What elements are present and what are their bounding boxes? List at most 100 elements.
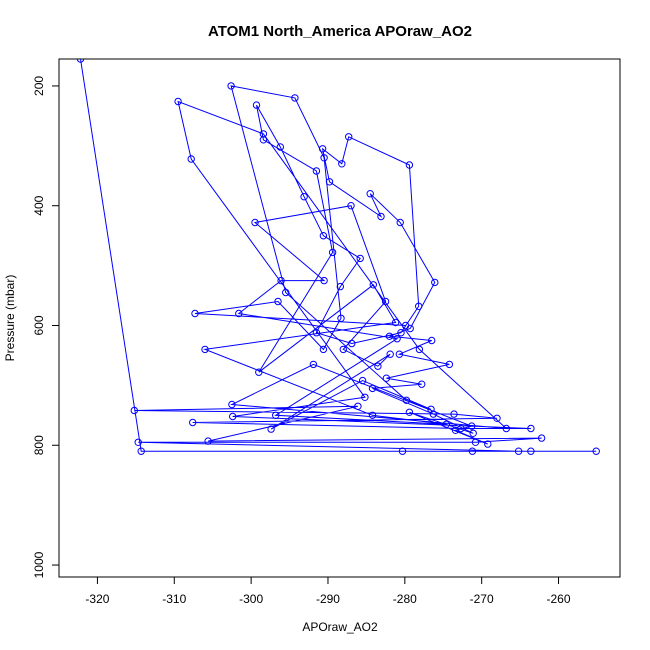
data-point	[338, 160, 346, 168]
data-point	[229, 412, 237, 421]
data-point	[391, 318, 400, 327]
x-axis-label: APOraw_AO2	[302, 620, 378, 634]
y-axis-label: Pressure (mbar)	[3, 275, 17, 362]
data-point	[385, 332, 394, 340]
data-point	[300, 193, 308, 201]
data-point	[418, 380, 426, 388]
data-point	[415, 345, 424, 354]
data-point	[382, 374, 391, 382]
data-point	[374, 362, 382, 370]
data-point	[401, 321, 410, 330]
data-point	[348, 339, 356, 348]
data-point	[320, 154, 328, 162]
x-tick-label: -280	[393, 592, 417, 606]
y-tick-label: 1000	[32, 551, 46, 578]
data-point	[468, 422, 476, 430]
data-point	[201, 345, 209, 354]
data-point	[450, 410, 458, 418]
data-point	[537, 434, 546, 442]
data-point	[431, 278, 439, 287]
y-axis: 200 400 600 800 1000	[32, 76, 59, 578]
data-point	[502, 424, 510, 433]
data-point	[386, 350, 394, 358]
data-point	[369, 281, 377, 289]
data-point	[277, 276, 285, 285]
data-point	[272, 411, 280, 419]
data-point	[484, 440, 492, 448]
data-point	[227, 82, 235, 90]
data-point	[130, 406, 139, 415]
data-point	[274, 297, 282, 306]
data-point	[368, 384, 377, 393]
y-tick-label: 800	[32, 435, 46, 455]
data-point	[442, 420, 450, 428]
data-point	[276, 143, 284, 151]
data-point	[415, 302, 423, 310]
data-point	[469, 429, 477, 437]
data-point	[356, 254, 364, 263]
data-point	[291, 94, 299, 102]
data-point	[189, 418, 197, 427]
data-point	[318, 145, 327, 153]
data-point	[471, 438, 480, 446]
data-point	[328, 248, 337, 257]
data-point	[527, 424, 535, 433]
data-point	[427, 405, 435, 413]
data-point	[345, 133, 353, 141]
data-point	[493, 414, 501, 422]
data-point	[451, 426, 460, 434]
data-point	[309, 360, 318, 369]
x-tick-label: -270	[470, 592, 494, 606]
data-point	[428, 336, 436, 345]
data-point	[354, 402, 362, 410]
data-point	[255, 368, 263, 376]
series-line	[80, 59, 597, 452]
data-point	[259, 136, 268, 144]
data-point	[358, 376, 367, 385]
data-point	[252, 101, 261, 109]
data-point	[381, 297, 390, 306]
data-point	[339, 345, 347, 354]
data-point	[137, 447, 145, 455]
series-0	[76, 59, 600, 455]
data-point	[405, 161, 414, 169]
data-point	[393, 335, 401, 343]
data-point	[325, 178, 334, 186]
data-point	[191, 309, 199, 318]
data-point	[235, 309, 243, 318]
x-tick-label: -290	[316, 592, 340, 606]
data-point	[429, 410, 437, 418]
x-tick-label: -310	[162, 592, 186, 606]
data-point	[405, 408, 414, 416]
data-point	[445, 360, 454, 369]
data-point	[527, 447, 535, 455]
data-point	[76, 59, 85, 63]
data-point	[267, 425, 275, 433]
x-axis: -320 -310 -300 -290 -280 -270 -260	[85, 577, 571, 606]
data-point	[366, 190, 374, 198]
data-series	[76, 59, 600, 455]
data-point	[468, 447, 477, 455]
x-tick-label: -320	[85, 592, 109, 606]
data-point	[312, 167, 321, 175]
data-point	[361, 393, 369, 401]
data-point	[337, 314, 345, 322]
data-point	[228, 400, 236, 409]
data-point	[319, 345, 328, 354]
data-point	[282, 288, 290, 297]
data-point	[251, 218, 259, 227]
y-tick-label: 600	[32, 315, 46, 335]
x-tick-label: -300	[239, 592, 263, 606]
chart-title: ATOM1 North_America APOraw_AO2	[208, 23, 472, 40]
data-point	[377, 212, 385, 221]
data-point	[320, 276, 328, 285]
data-point	[396, 218, 404, 227]
data-point	[398, 447, 407, 455]
x-tick-label: -260	[547, 592, 571, 606]
data-point	[347, 202, 355, 210]
y-tick-label: 200	[32, 76, 46, 96]
data-point	[397, 329, 405, 337]
data-point	[592, 447, 600, 455]
data-point	[336, 282, 344, 291]
